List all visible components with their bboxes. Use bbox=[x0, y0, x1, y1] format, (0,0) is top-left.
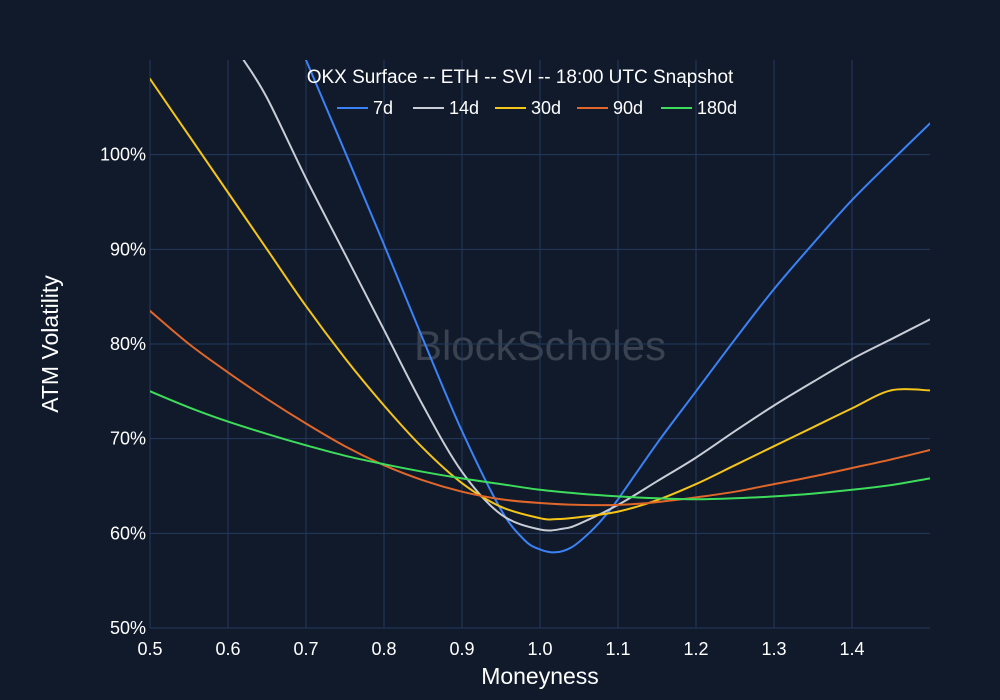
legend-label: 7d bbox=[373, 98, 393, 118]
series-line-14d bbox=[242, 60, 930, 532]
legend-label: 90d bbox=[613, 98, 643, 118]
legend-item-180d[interactable]: 180d bbox=[661, 98, 737, 118]
legend: 7d 14d 30d 90d 180d bbox=[337, 98, 737, 118]
y-tick-label: 80% bbox=[110, 334, 146, 354]
y-tick-label: 60% bbox=[110, 523, 146, 543]
legend-label: 30d bbox=[531, 98, 561, 118]
legend-label: 14d bbox=[449, 98, 479, 118]
grid bbox=[149, 60, 930, 629]
legend-item-30d[interactable]: 30d bbox=[495, 98, 561, 118]
x-tick-label: 0.8 bbox=[371, 639, 396, 659]
x-tick-label: 1.3 bbox=[761, 639, 786, 659]
series-line-90d bbox=[150, 309, 930, 507]
y-tick-label: 50% bbox=[110, 618, 146, 638]
x-tick-label: 1.2 bbox=[683, 639, 708, 659]
series-line-30d bbox=[150, 77, 930, 521]
y-tick-label: 70% bbox=[110, 429, 146, 449]
legend-item-14d[interactable]: 14d bbox=[413, 98, 479, 118]
legend-item-7d[interactable]: 7d bbox=[337, 98, 393, 118]
series-line-7d bbox=[305, 60, 930, 554]
x-tick-label: 0.5 bbox=[137, 639, 162, 659]
x-tick-label: 0.9 bbox=[449, 639, 474, 659]
y-axis: 50% 60% 70% 80% 90% 100% bbox=[100, 145, 146, 638]
x-axis-title: Moneyness bbox=[481, 663, 599, 689]
y-tick-label: 90% bbox=[110, 239, 146, 259]
x-tick-label: 1.4 bbox=[839, 639, 864, 659]
chart-title: OKX Surface -- ETH -- SVI -- 18:00 UTC S… bbox=[307, 67, 734, 88]
x-tick-label: 0.6 bbox=[215, 639, 240, 659]
series-line-180d bbox=[150, 390, 930, 501]
x-tick-label: 1.0 bbox=[527, 639, 552, 659]
legend-item-90d[interactable]: 90d bbox=[577, 98, 643, 118]
x-axis: 0.5 0.6 0.7 0.8 0.9 1.0 1.1 1.2 1.3 1.4 bbox=[137, 639, 864, 659]
legend-label: 180d bbox=[697, 98, 737, 118]
x-tick-label: 0.7 bbox=[293, 639, 318, 659]
y-tick-label: 100% bbox=[100, 145, 146, 165]
x-tick-label: 1.1 bbox=[605, 639, 630, 659]
series-layer bbox=[150, 60, 930, 554]
y-axis-title: ATM Volatility bbox=[37, 275, 63, 413]
